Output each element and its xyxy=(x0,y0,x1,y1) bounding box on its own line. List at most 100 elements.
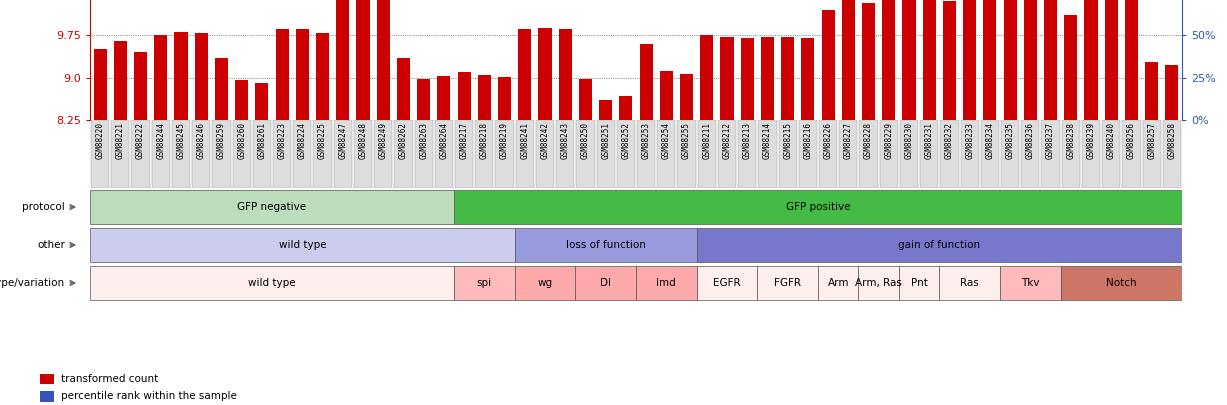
FancyBboxPatch shape xyxy=(455,120,474,188)
Text: lmd: lmd xyxy=(656,278,676,288)
Bar xyxy=(134,52,147,120)
FancyBboxPatch shape xyxy=(274,120,291,188)
Text: Ras: Ras xyxy=(961,278,979,288)
Bar xyxy=(477,75,491,120)
Text: GSM88249: GSM88249 xyxy=(379,122,388,159)
Bar xyxy=(620,96,632,120)
FancyBboxPatch shape xyxy=(880,120,898,188)
FancyBboxPatch shape xyxy=(131,120,150,188)
FancyBboxPatch shape xyxy=(514,266,575,300)
Bar xyxy=(377,0,390,120)
FancyBboxPatch shape xyxy=(1142,120,1161,188)
Bar xyxy=(558,29,572,120)
FancyBboxPatch shape xyxy=(980,120,999,188)
Text: EGFR: EGFR xyxy=(713,278,741,288)
FancyBboxPatch shape xyxy=(556,120,574,188)
FancyBboxPatch shape xyxy=(940,266,1000,300)
FancyBboxPatch shape xyxy=(940,120,958,188)
Bar xyxy=(822,9,834,120)
FancyBboxPatch shape xyxy=(454,190,1182,224)
Text: GSM88251: GSM88251 xyxy=(601,122,610,159)
Text: GSM88216: GSM88216 xyxy=(804,122,812,159)
Bar xyxy=(417,79,431,120)
FancyBboxPatch shape xyxy=(859,266,899,300)
Bar xyxy=(155,35,167,120)
FancyBboxPatch shape xyxy=(475,120,493,188)
FancyBboxPatch shape xyxy=(90,190,454,224)
Text: GSM88257: GSM88257 xyxy=(1147,122,1156,159)
Bar xyxy=(518,29,531,120)
Bar xyxy=(1166,65,1178,120)
FancyBboxPatch shape xyxy=(637,120,655,188)
FancyBboxPatch shape xyxy=(172,120,190,188)
Bar xyxy=(863,3,875,120)
FancyBboxPatch shape xyxy=(353,120,372,188)
FancyBboxPatch shape xyxy=(757,266,818,300)
FancyBboxPatch shape xyxy=(718,120,736,188)
Text: transformed count: transformed count xyxy=(60,374,158,384)
Bar xyxy=(437,77,450,120)
Text: GSM88228: GSM88228 xyxy=(864,122,874,159)
Text: other: other xyxy=(37,240,65,250)
FancyBboxPatch shape xyxy=(112,120,129,188)
FancyBboxPatch shape xyxy=(515,120,534,188)
Text: wild type: wild type xyxy=(248,278,296,288)
FancyBboxPatch shape xyxy=(90,266,454,300)
FancyBboxPatch shape xyxy=(1061,120,1080,188)
FancyBboxPatch shape xyxy=(253,120,271,188)
FancyBboxPatch shape xyxy=(415,120,433,188)
Text: GSM88222: GSM88222 xyxy=(136,122,145,159)
Text: GSM88229: GSM88229 xyxy=(885,122,893,159)
Bar xyxy=(1145,62,1158,120)
Text: GSM88215: GSM88215 xyxy=(783,122,793,159)
FancyBboxPatch shape xyxy=(799,120,817,188)
Bar xyxy=(396,58,410,120)
FancyBboxPatch shape xyxy=(818,120,837,188)
Text: GSM88214: GSM88214 xyxy=(763,122,772,159)
Text: GSM88236: GSM88236 xyxy=(1026,122,1034,159)
Text: Dl: Dl xyxy=(600,278,611,288)
Text: Pnt: Pnt xyxy=(910,278,928,288)
Bar xyxy=(720,37,734,120)
Bar xyxy=(40,373,54,384)
FancyBboxPatch shape xyxy=(1042,120,1060,188)
FancyBboxPatch shape xyxy=(536,120,555,188)
Text: protocol: protocol xyxy=(22,202,65,212)
Text: GSM88261: GSM88261 xyxy=(258,122,266,159)
Text: GSM88262: GSM88262 xyxy=(399,122,407,159)
Bar xyxy=(882,0,896,120)
Text: GSM88250: GSM88250 xyxy=(580,122,590,159)
Text: GSM88230: GSM88230 xyxy=(904,122,913,159)
Text: GSM88241: GSM88241 xyxy=(520,122,529,159)
Text: GSM88221: GSM88221 xyxy=(115,122,125,159)
FancyBboxPatch shape xyxy=(1082,120,1101,188)
FancyBboxPatch shape xyxy=(454,266,514,300)
Bar xyxy=(114,40,126,120)
Bar xyxy=(1064,15,1077,120)
Text: spi: spi xyxy=(477,278,492,288)
Bar xyxy=(801,38,815,120)
FancyBboxPatch shape xyxy=(1102,120,1120,188)
Bar xyxy=(236,80,248,120)
FancyBboxPatch shape xyxy=(859,120,877,188)
Bar xyxy=(761,37,774,120)
FancyBboxPatch shape xyxy=(514,228,697,262)
FancyBboxPatch shape xyxy=(677,120,696,188)
FancyBboxPatch shape xyxy=(617,120,636,188)
Text: GSM88255: GSM88255 xyxy=(682,122,691,159)
FancyBboxPatch shape xyxy=(899,266,940,300)
FancyBboxPatch shape xyxy=(313,120,331,188)
FancyBboxPatch shape xyxy=(596,120,615,188)
Bar xyxy=(701,35,713,120)
Bar xyxy=(276,29,288,120)
FancyBboxPatch shape xyxy=(1021,120,1039,188)
Text: GSM88217: GSM88217 xyxy=(460,122,469,159)
Bar xyxy=(215,58,228,120)
Text: GSM88252: GSM88252 xyxy=(621,122,631,159)
FancyBboxPatch shape xyxy=(434,120,453,188)
Bar xyxy=(1044,0,1058,120)
Text: GSM88259: GSM88259 xyxy=(217,122,226,159)
Bar xyxy=(1023,0,1037,120)
Text: GSM88224: GSM88224 xyxy=(298,122,307,159)
Text: GFP positive: GFP positive xyxy=(785,202,850,212)
